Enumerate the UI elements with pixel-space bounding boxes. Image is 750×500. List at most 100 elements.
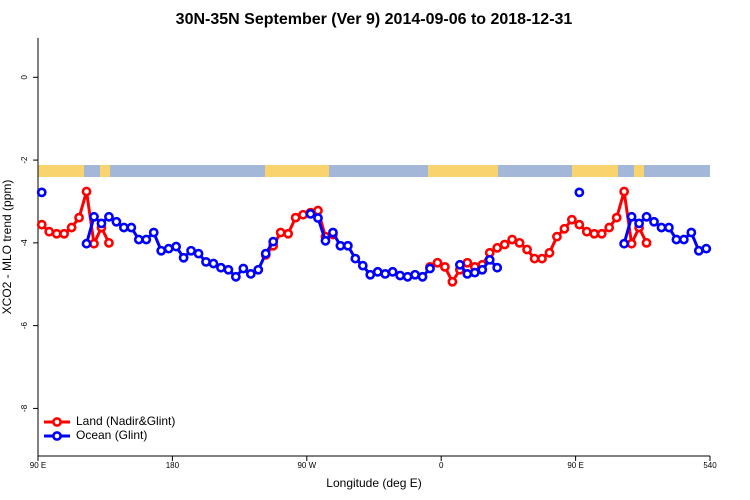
point — [342, 240, 353, 251]
point — [395, 270, 406, 281]
point — [111, 216, 122, 227]
point — [104, 237, 114, 248]
point — [357, 260, 368, 271]
point — [350, 253, 361, 264]
point — [328, 227, 338, 238]
point — [260, 248, 271, 259]
point — [447, 276, 458, 287]
point — [678, 234, 689, 245]
point — [402, 271, 413, 282]
point — [410, 269, 420, 280]
point — [462, 257, 473, 268]
point — [432, 257, 443, 268]
point — [141, 234, 152, 245]
point — [89, 211, 99, 222]
point — [223, 264, 234, 275]
point — [619, 238, 630, 249]
point — [313, 205, 323, 216]
point — [275, 227, 286, 238]
land-mask-strip — [38, 165, 710, 177]
point — [477, 264, 488, 275]
point — [522, 244, 532, 255]
point — [604, 222, 615, 233]
point — [596, 228, 607, 239]
point — [44, 226, 55, 237]
point — [641, 237, 652, 248]
point — [686, 227, 697, 238]
point — [365, 269, 376, 280]
point — [626, 211, 637, 222]
point — [208, 258, 219, 269]
y-tick-label: -4 — [20, 239, 29, 247]
point — [372, 266, 383, 277]
point — [201, 256, 211, 267]
point — [619, 186, 630, 197]
point — [566, 214, 577, 225]
point — [171, 241, 182, 252]
point — [283, 228, 294, 239]
point — [440, 261, 450, 272]
point — [656, 222, 667, 233]
point — [96, 218, 107, 229]
point — [701, 243, 712, 254]
point — [36, 187, 47, 198]
point — [589, 228, 600, 239]
point — [537, 253, 547, 264]
point — [559, 223, 570, 234]
point — [611, 212, 622, 223]
point — [552, 231, 562, 242]
point — [245, 269, 256, 279]
chart-title: 30N-35N September (Ver 9) 2014-09-06 to … — [176, 11, 573, 28]
legend-label: Land (Nadir&Glint) — [76, 414, 175, 428]
y-tick-label: 0 — [20, 75, 29, 80]
point — [492, 262, 503, 273]
point — [74, 212, 84, 223]
point — [529, 253, 540, 264]
point — [305, 208, 316, 219]
y-tick-label: -8 — [20, 404, 29, 412]
x-tick-label: 540 — [703, 461, 717, 470]
point — [178, 252, 189, 263]
point — [499, 239, 510, 250]
point — [581, 226, 592, 237]
point — [507, 234, 518, 245]
point — [462, 269, 473, 279]
point — [253, 264, 264, 275]
point — [59, 228, 70, 239]
point — [387, 266, 398, 277]
point — [51, 228, 62, 239]
point — [193, 248, 204, 259]
point — [216, 262, 226, 273]
point — [156, 245, 167, 256]
point — [544, 247, 555, 258]
point — [81, 238, 92, 249]
point — [492, 242, 503, 253]
point — [163, 243, 174, 254]
point — [126, 222, 137, 233]
x-tick-label: 90 W — [297, 461, 316, 470]
point — [148, 227, 159, 238]
point — [104, 211, 114, 222]
point — [89, 238, 99, 249]
point — [290, 212, 301, 223]
point — [514, 237, 525, 248]
point — [118, 222, 129, 233]
point — [268, 236, 279, 247]
legend-marker — [52, 417, 62, 427]
point — [66, 222, 77, 233]
point — [484, 254, 495, 265]
point — [238, 263, 249, 274]
point — [417, 271, 428, 282]
point — [313, 213, 323, 223]
y-axis-label: XCO2 - MLO trend (ppm) — [0, 180, 14, 315]
x-tick-label: 90 E — [567, 461, 583, 470]
x-tick-label: 180 — [166, 461, 180, 470]
point — [626, 238, 637, 249]
legend-label: Ocean (Glint) — [76, 428, 147, 442]
point — [641, 211, 652, 222]
legend-marker — [52, 431, 62, 441]
point — [36, 219, 47, 230]
y-tick-label: -6 — [20, 322, 29, 330]
point — [574, 187, 585, 198]
